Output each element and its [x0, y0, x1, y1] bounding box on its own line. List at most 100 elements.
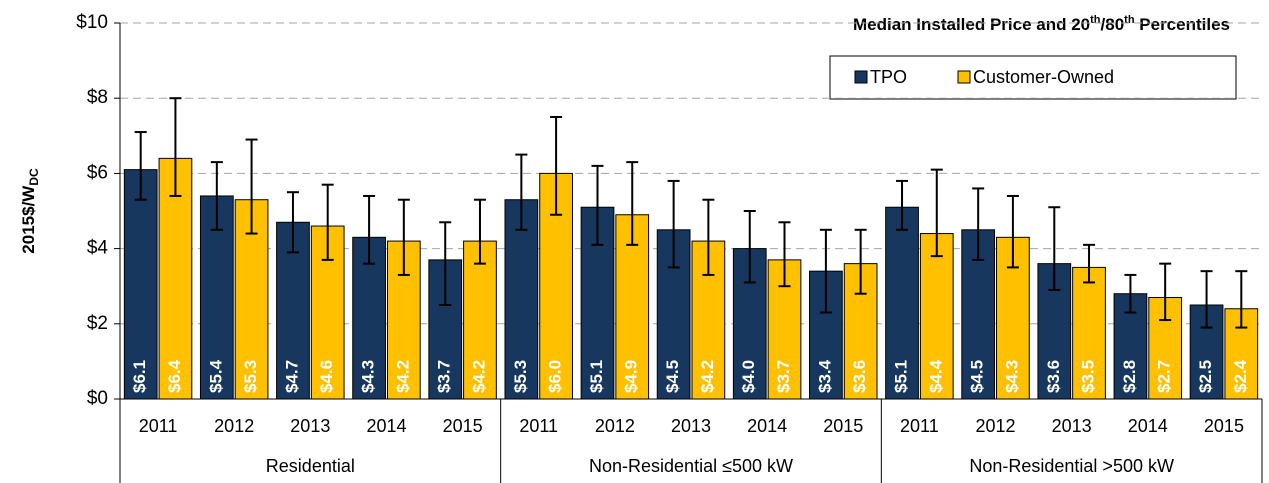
- error-bar: [286, 191, 299, 254]
- value-label: $4.5: [663, 360, 682, 393]
- error-bar: [169, 97, 182, 197]
- bar: [463, 240, 497, 400]
- y-axis-label: 2015$/WDC: [19, 168, 41, 254]
- error-bar: [321, 183, 334, 261]
- x-tick-label: 2015: [443, 416, 483, 436]
- value-label: $2.7: [1155, 360, 1174, 393]
- error-bar: [245, 138, 258, 235]
- error-bar: [626, 161, 639, 246]
- value-label: $6.4: [165, 359, 184, 393]
- error-bar: [702, 198, 715, 276]
- error-bar: [1124, 273, 1137, 314]
- value-label: $3.7: [774, 360, 793, 393]
- x-tick-label: 2012: [976, 416, 1016, 436]
- y-tick-label: $2: [87, 313, 108, 334]
- value-label: $4.2: [698, 360, 717, 393]
- value-label: $5.1: [587, 360, 606, 393]
- title-sup: th: [1090, 14, 1101, 26]
- legend-box: [829, 55, 1237, 100]
- bar: [961, 229, 996, 400]
- value-label: $2.8: [1120, 360, 1139, 393]
- value-label: $4.9: [622, 360, 641, 393]
- value-label: $6.1: [130, 360, 149, 393]
- x-tick-label: 2012: [214, 416, 254, 436]
- y-label-sub: DC: [27, 168, 41, 186]
- value-label: $3.7: [435, 360, 454, 393]
- value-label: $4.2: [393, 360, 412, 393]
- error-bar: [667, 179, 680, 269]
- error-bar: [473, 198, 486, 265]
- value-label: $2.4: [1231, 359, 1250, 393]
- value-label: $3.5: [1079, 360, 1098, 393]
- y-tick-label: $4: [87, 238, 109, 259]
- x-tick-label: 2011: [139, 416, 178, 436]
- error-bar: [1083, 243, 1096, 284]
- x-tick-label: 2014: [366, 416, 406, 436]
- value-label: $4.7: [282, 360, 301, 393]
- error-bar: [591, 164, 604, 246]
- error-bar: [743, 210, 756, 284]
- error-bar: [134, 131, 147, 201]
- error-bar: [1048, 206, 1061, 291]
- legend-label: TPO: [870, 67, 907, 87]
- value-label: $4.0: [739, 360, 758, 393]
- value-label: $2.5: [1196, 360, 1215, 393]
- x-tick-label: 2011: [900, 416, 939, 436]
- legend-label: Customer-Owned: [973, 67, 1114, 87]
- error-bar: [930, 168, 943, 258]
- y-tick-label: $10: [76, 12, 108, 33]
- error-bar: [1006, 194, 1019, 269]
- bar: [656, 229, 691, 400]
- error-bar: [896, 179, 909, 231]
- group-label: Residential: [266, 456, 355, 476]
- value-label: $5.4: [206, 359, 225, 393]
- value-label: $4.4: [926, 359, 945, 393]
- error-bar: [550, 116, 563, 216]
- value-label: $3.4: [815, 359, 834, 393]
- chart-title: Median Installed Price and 20th/80th Per…: [853, 14, 1230, 35]
- error-bar: [363, 194, 376, 265]
- value-label: $4.2: [469, 360, 488, 393]
- value-label: $4.3: [1002, 360, 1021, 393]
- value-label: $4.6: [317, 360, 336, 393]
- bar: [504, 199, 539, 400]
- title-part: /80: [1101, 15, 1125, 34]
- value-label: $3.6: [850, 360, 869, 393]
- x-tick-label: 2014: [747, 416, 787, 436]
- x-tick-label: 2011: [519, 416, 558, 436]
- error-bar: [854, 228, 867, 295]
- x-tick-label: 2013: [1052, 416, 1092, 436]
- error-bar: [397, 198, 410, 276]
- error-bar: [439, 221, 452, 306]
- error-bar: [1159, 262, 1172, 322]
- bar: [158, 157, 193, 400]
- title-part: Percentiles: [1135, 15, 1230, 34]
- y-tick-label: $8: [87, 87, 108, 108]
- title-sup: th: [1124, 14, 1135, 26]
- x-tick-label: 2013: [671, 416, 711, 436]
- group-label: Non-Residential ≤500 kW: [589, 456, 793, 476]
- error-bar: [819, 228, 832, 314]
- x-tick-label: 2013: [290, 416, 330, 436]
- group-label: Non-Residential >500 kW: [969, 456, 1174, 476]
- value-label: $3.6: [1044, 360, 1063, 393]
- error-bar: [778, 221, 791, 288]
- x-tick-label: 2014: [1128, 416, 1168, 436]
- legend-swatch: [854, 70, 868, 84]
- value-label: $4.3: [359, 360, 378, 393]
- value-label: $5.1: [892, 360, 911, 393]
- legend-swatch: [957, 70, 971, 84]
- error-bar: [1235, 270, 1248, 329]
- error-bar: [515, 153, 528, 231]
- y-tick-label: $6: [87, 162, 108, 183]
- title-part: Median Installed Price and 20: [853, 15, 1090, 34]
- x-tick-label: 2015: [823, 416, 863, 436]
- x-tick-label: 2012: [595, 416, 635, 436]
- bar: [885, 206, 919, 400]
- bar: [1072, 266, 1106, 400]
- y-tick-label: $0: [87, 388, 108, 409]
- value-label: $4.5: [968, 360, 987, 393]
- value-label: $6.0: [546, 360, 565, 393]
- x-tick-label: 2015: [1204, 416, 1244, 436]
